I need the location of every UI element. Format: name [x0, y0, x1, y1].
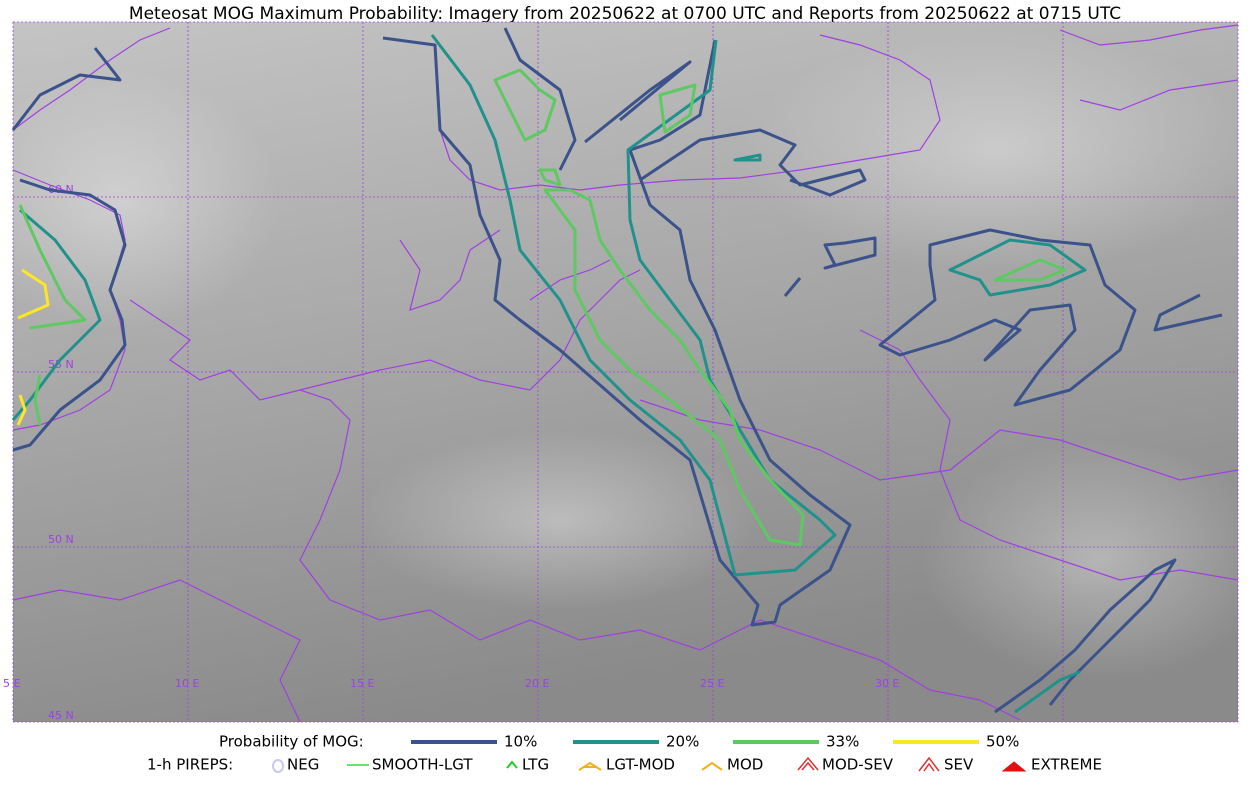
contour-20 [11, 153, 1087, 714]
legend-label: MOD-SEV [822, 756, 894, 774]
pirep-symbol [797, 756, 819, 771]
lon-label: 15 E [350, 677, 374, 690]
legend-label: EXTREME [1031, 756, 1102, 774]
contour-10 [11, 47, 122, 131]
title: Meteosat MOG Maximum Probability: Imager… [129, 4, 1121, 24]
contour-10 [12, 178, 127, 452]
legend-label: 50% [986, 733, 1019, 751]
legend-title: 1-h PIREPS: [147, 756, 233, 774]
contour-33 [543, 188, 805, 547]
contour-10 [994, 293, 1223, 714]
pirep-symbol [701, 761, 723, 771]
pirep-symbol [1001, 761, 1027, 772]
pirep-symbol [578, 761, 602, 771]
lon-label: 30 E [875, 677, 899, 690]
contour-10 [382, 36, 852, 627]
contour-50 [16, 268, 50, 426]
lat-label: 50 N [48, 533, 74, 546]
lon-label: 10 E [175, 677, 199, 690]
legend-label: MOD [727, 756, 763, 774]
contour-10 [503, 27, 867, 197]
contour-20 [430, 34, 837, 577]
graticule [12, 21, 1239, 723]
contour-10 [783, 228, 1137, 407]
legend-title: Probability of MOG: [219, 733, 364, 751]
lon-label: 5 E [3, 677, 20, 690]
legend-label: LGT-MOD [606, 756, 675, 774]
legend: Probability of MOG: 1-h PIREPS: 10% 20% 33… [147, 733, 1102, 774]
pirep-symbol [272, 759, 284, 773]
legend-label: 33% [826, 733, 859, 751]
grid-labels: 60 N 55 N 50 N 45 N 5 E 10 E 15 E 20 E 2… [3, 183, 899, 722]
legend-label: 10% [504, 733, 537, 751]
lat-label: 45 N [48, 709, 74, 722]
legend-label: SMOOTH-LGT [372, 756, 473, 774]
legend-label: SEV [944, 756, 974, 774]
legend-label: LTG [522, 756, 549, 774]
legend-label: NEG [287, 756, 319, 774]
legend-label: 20% [666, 733, 699, 751]
pirep-symbol [918, 756, 940, 772]
contour-33 [18, 68, 1067, 426]
lon-label: 25 E [700, 677, 724, 690]
contours [11, 27, 1223, 714]
pirep-symbol [506, 760, 518, 769]
lon-label: 20 E [525, 677, 549, 690]
